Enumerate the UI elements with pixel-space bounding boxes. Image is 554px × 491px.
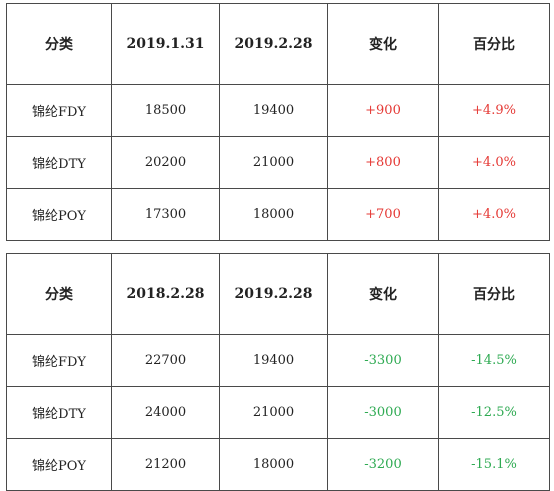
cell-percent: +4.0% bbox=[439, 137, 550, 189]
header-curr-date: 2019.2.28 bbox=[220, 254, 328, 335]
cell-category: 锦纶DTY bbox=[7, 137, 112, 189]
cell-curr-price: 18000 bbox=[220, 439, 328, 491]
header-prev-date: 2018.2.28 bbox=[112, 254, 220, 335]
header-prev-date: 2019.1.31 bbox=[112, 4, 220, 85]
cell-curr-price: 21000 bbox=[220, 137, 328, 189]
cell-prev-price: 24000 bbox=[112, 387, 220, 439]
header-curr-date: 2019.2.28 bbox=[220, 4, 328, 85]
cell-prev-price: 18500 bbox=[112, 85, 220, 137]
year-over-year-price-table: 分类 2018.2.28 2019.2.28 变化 百分比 锦纶FDY 2270… bbox=[6, 253, 550, 491]
table-row: 锦纶DTY 20200 21000 +800 +4.0% bbox=[7, 137, 550, 189]
cell-prev-price: 20200 bbox=[112, 137, 220, 189]
cell-prev-price: 22700 bbox=[112, 335, 220, 387]
header-change: 变化 bbox=[328, 4, 439, 85]
header-change: 变化 bbox=[328, 254, 439, 335]
cell-percent: +4.9% bbox=[439, 85, 550, 137]
table-row: 锦纶POY 17300 18000 +700 +4.0% bbox=[7, 189, 550, 241]
table-header-row: 分类 2018.2.28 2019.2.28 变化 百分比 bbox=[7, 254, 550, 335]
cell-change: -3000 bbox=[328, 387, 439, 439]
cell-change: -3300 bbox=[328, 335, 439, 387]
table-row: 锦纶DTY 24000 21000 -3000 -12.5% bbox=[7, 387, 550, 439]
header-percent: 百分比 bbox=[439, 254, 550, 335]
cell-category: 锦纶POY bbox=[7, 439, 112, 491]
cell-change: +800 bbox=[328, 137, 439, 189]
cell-percent: +4.0% bbox=[439, 189, 550, 241]
cell-curr-price: 19400 bbox=[220, 335, 328, 387]
cell-change: +900 bbox=[328, 85, 439, 137]
cell-percent: -12.5% bbox=[439, 387, 550, 439]
cell-category: 锦纶FDY bbox=[7, 335, 112, 387]
cell-change: -3200 bbox=[328, 439, 439, 491]
table-header-row: 分类 2019.1.31 2019.2.28 变化 百分比 bbox=[7, 4, 550, 85]
table-row: 锦纶FDY 18500 19400 +900 +4.9% bbox=[7, 85, 550, 137]
cell-category: 锦纶DTY bbox=[7, 387, 112, 439]
cell-prev-price: 21200 bbox=[112, 439, 220, 491]
cell-category: 锦纶POY bbox=[7, 189, 112, 241]
cell-curr-price: 21000 bbox=[220, 387, 328, 439]
table-row: 锦纶FDY 22700 19400 -3300 -14.5% bbox=[7, 335, 550, 387]
cell-percent: -15.1% bbox=[439, 439, 550, 491]
cell-percent: -14.5% bbox=[439, 335, 550, 387]
header-percent: 百分比 bbox=[439, 4, 550, 85]
header-category: 分类 bbox=[7, 254, 112, 335]
cell-change: +700 bbox=[328, 189, 439, 241]
month-over-month-price-table: 分类 2019.1.31 2019.2.28 变化 百分比 锦纶FDY 1850… bbox=[6, 3, 550, 241]
cell-category: 锦纶FDY bbox=[7, 85, 112, 137]
header-category: 分类 bbox=[7, 4, 112, 85]
table-row: 锦纶POY 21200 18000 -3200 -15.1% bbox=[7, 439, 550, 491]
cell-prev-price: 17300 bbox=[112, 189, 220, 241]
cell-curr-price: 19400 bbox=[220, 85, 328, 137]
cell-curr-price: 18000 bbox=[220, 189, 328, 241]
